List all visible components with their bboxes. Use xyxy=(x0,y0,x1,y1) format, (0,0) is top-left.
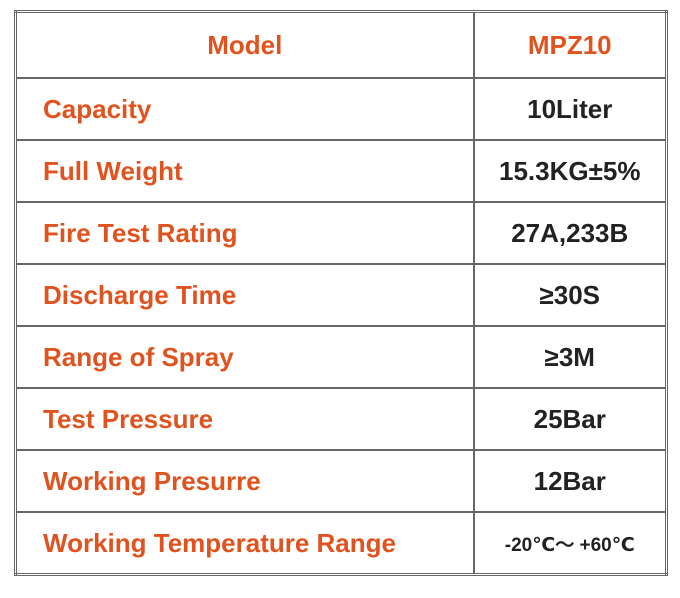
spec-value: -20℃～ +60℃ xyxy=(472,511,668,576)
spec-row: Working Temperature Range -20℃～ +60℃ xyxy=(14,511,668,576)
spec-label: Discharge Time xyxy=(14,263,475,327)
header-cell: MPZ10 xyxy=(472,10,668,79)
spec-value: 10Liter xyxy=(472,77,668,141)
spec-label: Working Temperature Range xyxy=(14,511,475,576)
table-body: Model MPZ10 Capacity 10Liter Full Weight 15… xyxy=(14,10,668,576)
spec-value: ≥30S xyxy=(472,263,668,327)
spec-row: Fire Test Rating 27A,233B xyxy=(14,201,668,265)
spec-row: Full Weight 15.3KG±5% xyxy=(14,139,668,203)
spec-label: Full Weight xyxy=(14,139,475,203)
spec-label: Range of Spray xyxy=(14,325,475,389)
spec-value: 15.3KG±5% xyxy=(472,139,668,203)
header-cell: Model xyxy=(14,10,475,79)
spec-row: Test Pressure 25Bar xyxy=(14,387,668,451)
spec-row: Discharge Time ≥30S xyxy=(14,263,668,327)
header-row: Model MPZ10 xyxy=(14,10,668,79)
spec-value: 12Bar xyxy=(472,449,668,513)
spec-value: ≥3M xyxy=(472,325,668,389)
spec-row: Range of Spray ≥3M xyxy=(14,325,668,389)
spec-label: Test Pressure xyxy=(14,387,475,451)
spec-label: Fire Test Rating xyxy=(14,201,475,265)
spec-table: Model MPZ10 Capacity 10Liter Full Weight 15… xyxy=(14,10,668,576)
spec-value: 27A,233B xyxy=(472,201,668,265)
spec-label: Working Presurre xyxy=(14,449,475,513)
spec-row: Working Presurre 12Bar xyxy=(14,449,668,513)
spec-row: Capacity 10Liter xyxy=(14,77,668,141)
spec-value: 25Bar xyxy=(472,387,668,451)
spec-label: Capacity xyxy=(14,77,475,141)
